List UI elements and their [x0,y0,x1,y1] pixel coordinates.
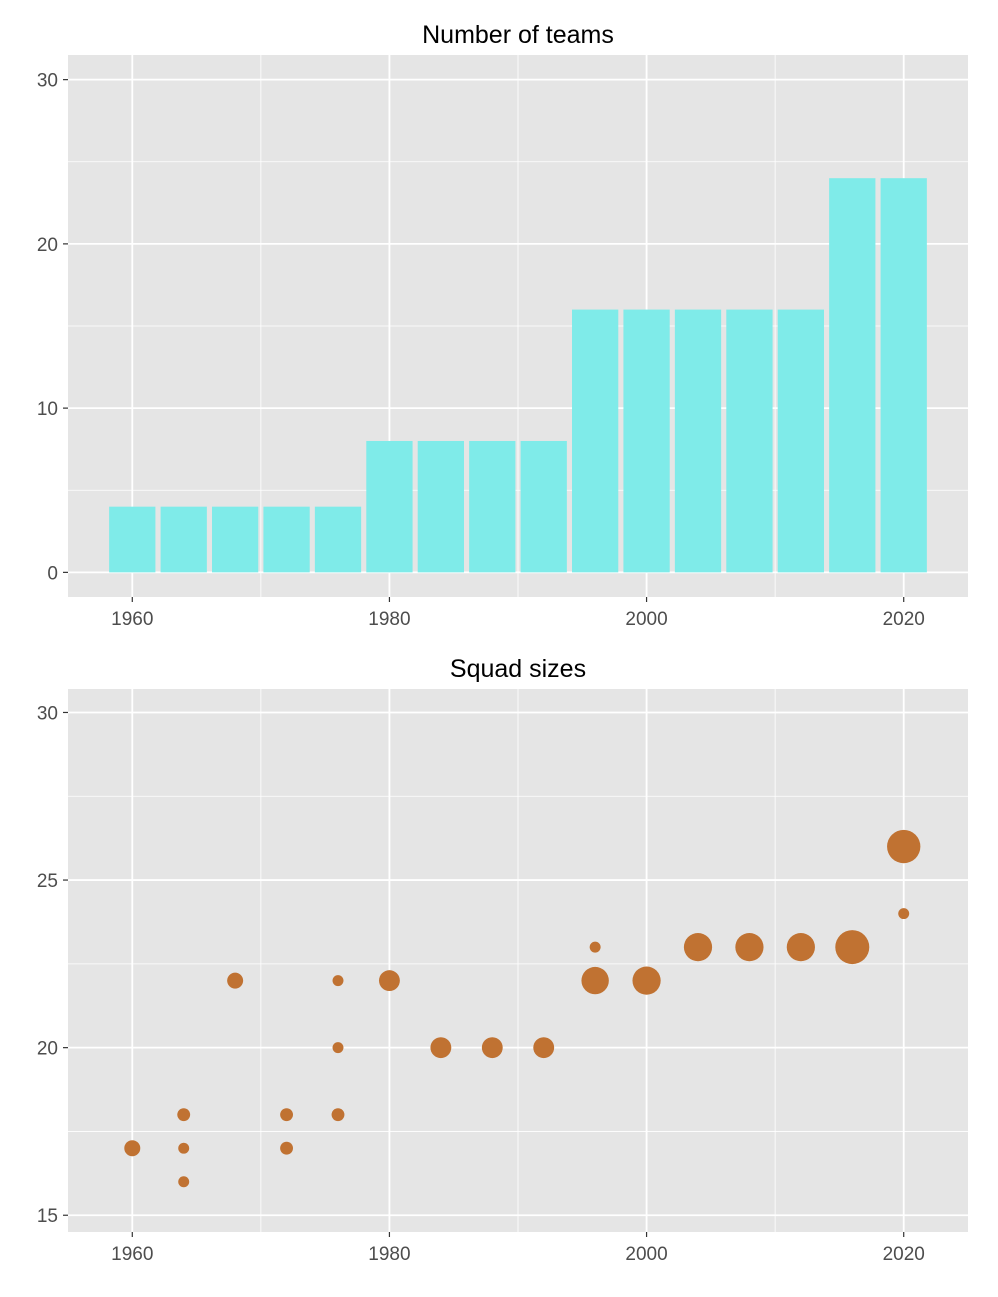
data-point [735,932,764,962]
x-tick-label: 2020 [883,609,925,630]
data-point [898,908,910,920]
data-point [178,1142,190,1154]
x-tick-label: 2000 [625,1244,667,1265]
y-tick-label: 20 [37,235,58,256]
data-point [481,1037,503,1059]
bar [417,440,464,573]
panel-number-of-teams: Number of teams 1960 1980 2000 2020 0 10 20 30 [37,21,968,630]
bar [109,506,156,573]
bar [777,309,824,573]
title-squad-sizes: Squad sizes [450,655,586,683]
data-point [589,941,601,953]
bar [212,506,259,573]
data-point [177,1108,191,1122]
y-tick-label: 20 [37,1039,58,1060]
y-tick-label: 0 [47,563,58,584]
y-tick-label: 25 [37,871,58,892]
data-point [124,1140,141,1157]
data-point [835,930,870,965]
bar [469,440,516,573]
bar [263,506,310,573]
data-point [786,932,815,962]
data-point [227,972,244,989]
x-tick-label: 2000 [625,609,667,630]
x-tick-label: 2020 [883,1244,925,1265]
y-tick-label: 10 [37,399,58,420]
bar [623,309,670,573]
y-tick-label: 15 [37,1206,58,1227]
x-tick-label: 1960 [111,609,153,630]
data-point [533,1037,555,1059]
data-point [178,1176,190,1188]
data-point [887,829,921,864]
panel-squad-sizes: Squad sizes 1960 1980 2000 2020 15 20 25 30 [37,655,968,1265]
bar [674,309,722,573]
data-point [280,1108,293,1122]
bar [726,309,773,573]
data-point [332,1042,344,1054]
bar [160,506,207,573]
data-point [280,1141,293,1155]
data-point [332,975,344,987]
bar [829,178,876,573]
data-point [581,966,609,995]
title-number-of-teams: Number of teams [422,21,614,49]
bar [520,440,567,573]
bar [314,506,362,573]
x-tick-label: 1960 [111,1244,153,1265]
data-point [430,1037,452,1059]
x-tick-label: 1980 [368,609,410,630]
y-tick-label: 30 [37,71,58,92]
x-tick-label: 1980 [368,1244,410,1265]
data-point [378,970,400,992]
bar [880,178,927,573]
y-tick-label: 30 [37,703,58,724]
bar [572,309,619,573]
data-point [331,1108,345,1122]
bar [366,440,413,573]
data-point [683,932,713,962]
data-point [632,966,661,995]
